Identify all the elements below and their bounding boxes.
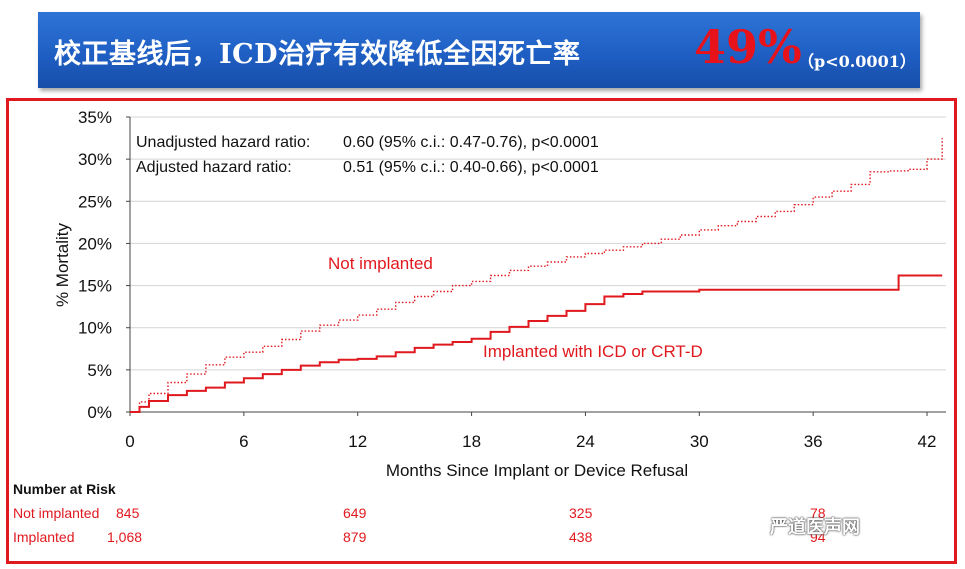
annotation-unadjusted-label: Unadjusted hazard ratio: xyxy=(136,134,310,151)
grid-lines xyxy=(126,116,946,416)
risk-value: 438 xyxy=(569,529,593,545)
x-tick-label: 42 xyxy=(918,432,937,451)
x-tick-label: 36 xyxy=(804,432,823,451)
series-implanted-line xyxy=(130,274,943,413)
y-tick-labels: 0% 5% 10% 15% 20% 25% 30% 35% xyxy=(78,108,112,422)
y-tick-label: 5% xyxy=(87,361,112,380)
label-implanted: Implanted with ICD or CRT-D xyxy=(483,342,703,361)
series-lines xyxy=(130,138,943,413)
chart-frame xyxy=(6,98,957,564)
x-tick-label: 18 xyxy=(462,432,481,451)
watermark-text: 严道医声网 xyxy=(770,517,860,538)
banner-highlight: 49% xyxy=(694,20,802,74)
risk-value: 94 xyxy=(810,529,826,545)
risk-value: 879 xyxy=(343,529,367,545)
risk-row-label: Implanted xyxy=(13,529,75,545)
y-axis-label: % Mortality xyxy=(53,222,72,307)
x-tick-label: 6 xyxy=(239,432,248,451)
annotation-adjusted-label: Adjusted hazard ratio: xyxy=(136,159,292,176)
risk-value: 78 xyxy=(810,505,826,521)
risk-row-label: Not implanted xyxy=(13,505,100,521)
y-tick-label: 0% xyxy=(87,403,112,422)
x-tick-label: 0 xyxy=(125,432,134,451)
y-tick-label: 35% xyxy=(78,108,112,127)
risk-table-heading: Number at Risk xyxy=(13,481,116,497)
risk-value: 325 xyxy=(569,505,593,521)
risk-value: 1,068 xyxy=(107,529,143,545)
banner-pvalue: （p<0.0001） xyxy=(798,52,916,71)
x-axis-label: Months Since Implant or Device Refusal xyxy=(386,461,688,480)
y-tick-label: 15% xyxy=(78,277,112,296)
y-tick-label: 30% xyxy=(78,150,112,169)
series-not-implanted-line xyxy=(130,138,943,413)
x-tick-label: 30 xyxy=(690,432,709,451)
annotation-adjusted-value: 0.51 (95% c.i.: 0.40-0.66), p<0.0001 xyxy=(343,159,599,176)
y-tick-label: 10% xyxy=(78,319,112,338)
y-tick-label: 20% xyxy=(78,234,112,253)
risk-value: 845 xyxy=(116,505,140,521)
x-tick-label: 12 xyxy=(348,432,367,451)
x-tick-label: 24 xyxy=(576,432,595,451)
y-tick-label: 25% xyxy=(78,192,112,211)
risk-value: 649 xyxy=(343,505,367,521)
label-not-implanted: Not implanted xyxy=(328,254,433,273)
title-banner: 校正基线后，ICD治疗有效降低全因死亡率 49% （p<0.0001） xyxy=(38,12,920,88)
banner-title: 校正基线后，ICD治疗有效降低全因死亡率 xyxy=(54,39,581,70)
x-tick-labels: 0 6 12 18 24 30 36 42 xyxy=(125,432,936,451)
annotation-unadjusted-value: 0.60 (95% c.i.: 0.47-0.76), p<0.0001 xyxy=(343,134,599,151)
